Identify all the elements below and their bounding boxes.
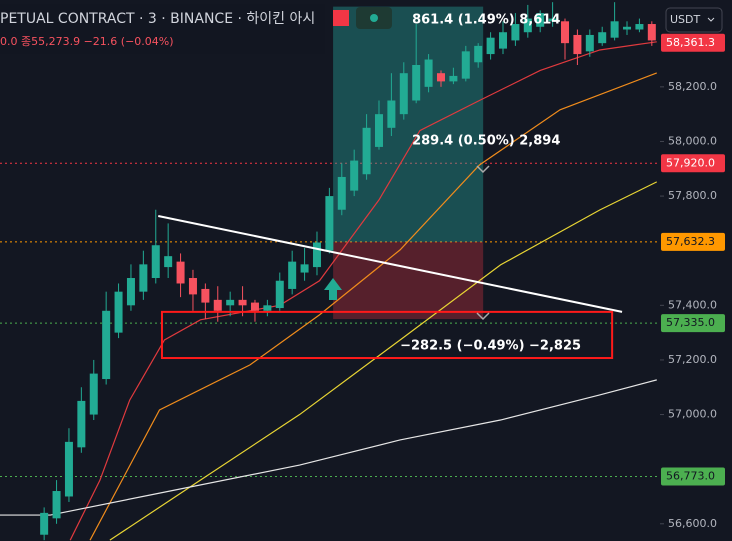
stop-label: −282.5 (−0.49%) −2,825: [400, 339, 581, 354]
candle-body: [362, 127, 371, 175]
moving-average: [109, 181, 658, 541]
moving-average: [0, 379, 657, 516]
candle-body: [164, 256, 173, 268]
candle-body: [536, 13, 545, 27]
candle-body: [300, 264, 309, 273]
dropdown-caret: [707, 17, 715, 22]
candle-body: [114, 291, 123, 333]
candle-body: [399, 73, 408, 115]
y-tick-label: 57,800.0: [668, 189, 717, 202]
target-label: 861.4 (1.49%) 8,614: [412, 13, 560, 28]
y-tick-label: 57,200.0: [668, 353, 717, 366]
candle-body: [337, 176, 346, 210]
price-label: 57,335.0: [666, 316, 715, 329]
candle-body: [64, 441, 73, 497]
candle-body: [585, 34, 594, 52]
candle-body: [474, 45, 483, 63]
candle-body: [77, 400, 86, 448]
flag-button[interactable]: [333, 10, 349, 26]
candle-body: [226, 299, 235, 306]
y-tick-label: 57,000.0: [668, 408, 717, 421]
highlight-box: [160, 310, 614, 360]
currency-label: USDT: [670, 13, 701, 26]
candle-body: [350, 160, 359, 191]
y-tick-label: 57,400.0: [668, 298, 717, 311]
candle-body: [102, 310, 111, 380]
candle-body: [561, 21, 570, 44]
candle-body: [151, 245, 160, 279]
ohlc-line: 0.0 종55,273.9 −21.6 (−0.04%): [0, 35, 174, 48]
candle-body: [548, 18, 557, 22]
price-label-box: [661, 314, 725, 333]
y-tick-label: 56,600.0: [668, 517, 717, 530]
y-tick-label: 58,000.0: [668, 134, 717, 147]
candle-body: [461, 51, 470, 79]
candle-body: [213, 299, 222, 311]
trendline: [158, 215, 623, 313]
candle-body: [139, 264, 148, 292]
price-label: 56,773.0: [666, 470, 715, 483]
price-label-box: [661, 154, 725, 173]
candle-body: [374, 114, 383, 147]
price-label: 57,632.3: [666, 235, 715, 248]
candle-body: [126, 278, 135, 306]
stop-zone: [333, 241, 484, 320]
candle-body: [511, 24, 520, 41]
price-label-box: [661, 33, 725, 52]
candle-body: [573, 34, 582, 55]
candle-body: [238, 299, 247, 306]
moving-average: [69, 41, 657, 541]
plot-area: [0, 2, 660, 541]
y-tick-label: 58,200.0: [668, 80, 717, 93]
candle-body: [263, 305, 272, 311]
candle-body: [623, 26, 632, 30]
price-label: 58,361.3: [666, 36, 715, 49]
candle-body: [498, 32, 507, 49]
candle-body: [635, 24, 644, 30]
candle-body: [89, 373, 98, 415]
candle-body: [250, 302, 259, 311]
price-label-box: [661, 467, 725, 486]
candle-body: [436, 73, 445, 82]
price-label: 57,920.0: [666, 156, 715, 169]
candle-body: [523, 18, 532, 33]
candle-body: [176, 261, 185, 284]
candle-body: [288, 261, 297, 289]
candle-body: [52, 491, 61, 519]
candle-body: [40, 512, 49, 535]
candle-body: [486, 37, 495, 55]
header-backdrop: [0, 4, 325, 54]
entry-arrow: [324, 278, 342, 300]
candle-body: [610, 21, 619, 38]
symbol-title: PETUAL CONTRACT · 3 · BINANCE · 하이킨 아시: [0, 11, 315, 27]
candle-body: [312, 242, 321, 268]
candle-body: [188, 278, 197, 295]
currency-button[interactable]: [665, 7, 723, 33]
candle-body: [598, 32, 607, 44]
chevron: [476, 312, 490, 321]
candle-body: [647, 24, 656, 41]
chevron: [476, 165, 490, 174]
moving-average: [89, 72, 657, 541]
current-label: 289.4 (0.50%) 2,894: [412, 134, 560, 149]
candle-body: [449, 75, 458, 82]
price-axis: [660, 0, 732, 541]
visibility-icon: [370, 14, 378, 22]
candle-body: [387, 100, 396, 128]
candle-body: [275, 280, 284, 309]
candle-body: [412, 64, 421, 101]
price-label-box: [661, 232, 725, 251]
target-zone: [333, 6, 484, 242]
candle-body: [424, 59, 433, 87]
candle-body: [325, 196, 334, 251]
candle-body: [201, 288, 210, 303]
